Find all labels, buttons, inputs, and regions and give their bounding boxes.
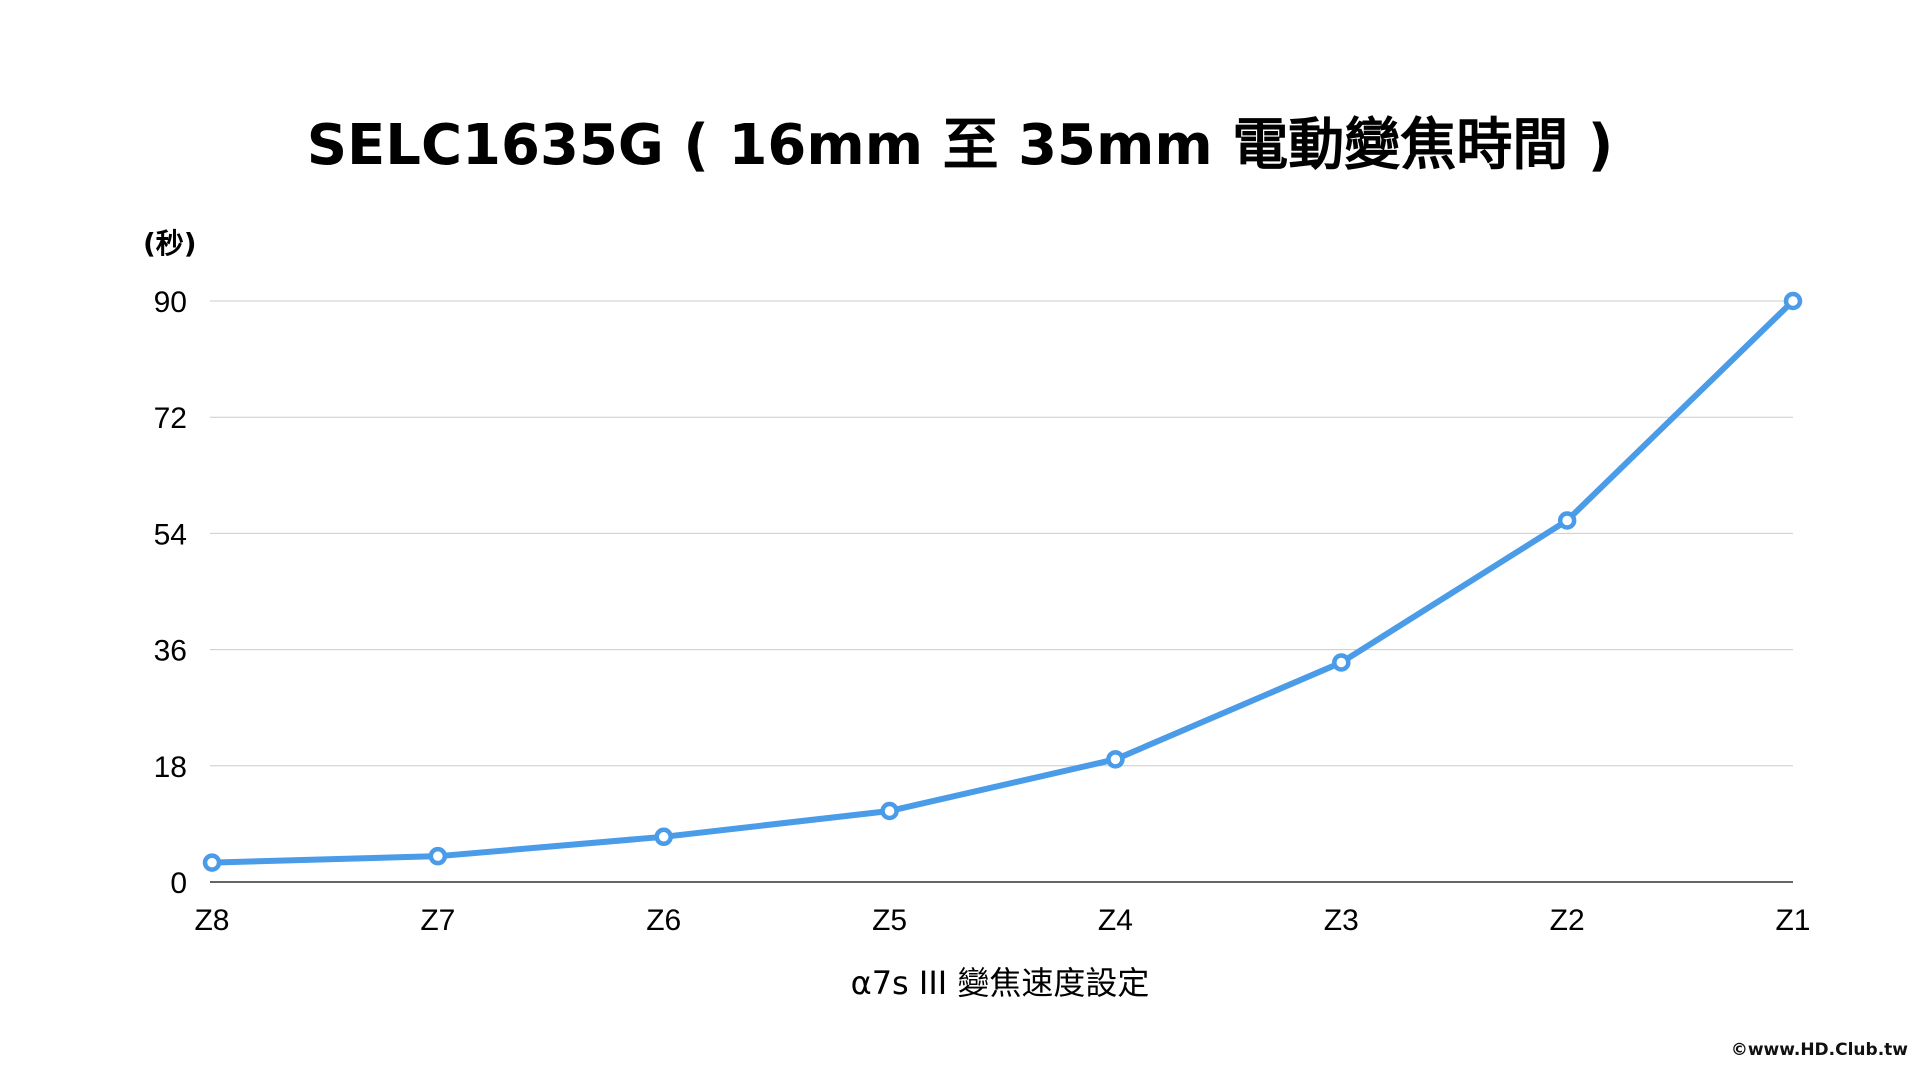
y-tick-label: 36 xyxy=(154,635,187,668)
x-tick-label: Z3 xyxy=(1324,904,1359,937)
x-tick-label: Z8 xyxy=(194,904,229,937)
x-tick-label: Z4 xyxy=(1098,904,1133,937)
y-tick-label: 54 xyxy=(154,518,187,551)
y-tick-labels: 0 18 36 54 72 90 xyxy=(154,286,187,900)
x-tick-labels: Z8 Z7 Z6 Z5 Z4 Z3 Z2 Z1 xyxy=(194,904,1810,937)
data-point xyxy=(428,846,448,866)
data-point xyxy=(1783,291,1803,311)
y-tick-label: 72 xyxy=(154,402,187,435)
gridlines xyxy=(210,300,1793,883)
watermark: ©www.HD.Club.tw xyxy=(1730,1040,1908,1060)
y-axis-unit-label: (秒) xyxy=(143,227,197,260)
x-tick-label: Z6 xyxy=(646,904,681,937)
y-tick-label: 0 xyxy=(170,867,187,900)
data-point xyxy=(1106,750,1125,769)
data-point xyxy=(202,853,222,872)
data-point xyxy=(654,827,673,847)
y-tick-label: 18 xyxy=(154,751,187,784)
x-tick-label: Z5 xyxy=(872,904,907,937)
x-axis-label: α7s III 變焦速度設定 xyxy=(850,964,1150,1002)
series-line xyxy=(209,298,1796,866)
chart-title: SELC1635G ( 16mm 至 35mm 電動變焦時間 ) xyxy=(306,113,1614,178)
data-point xyxy=(1332,653,1351,672)
series-line-layer xyxy=(209,298,1796,866)
data-points xyxy=(202,291,1803,872)
data-point xyxy=(880,801,899,821)
data-point xyxy=(1557,511,1577,530)
x-tick-label: Z1 xyxy=(1775,904,1810,937)
x-tick-label: Z2 xyxy=(1550,904,1585,937)
x-tick-label: Z7 xyxy=(420,904,455,937)
y-tick-label: 90 xyxy=(154,286,187,319)
